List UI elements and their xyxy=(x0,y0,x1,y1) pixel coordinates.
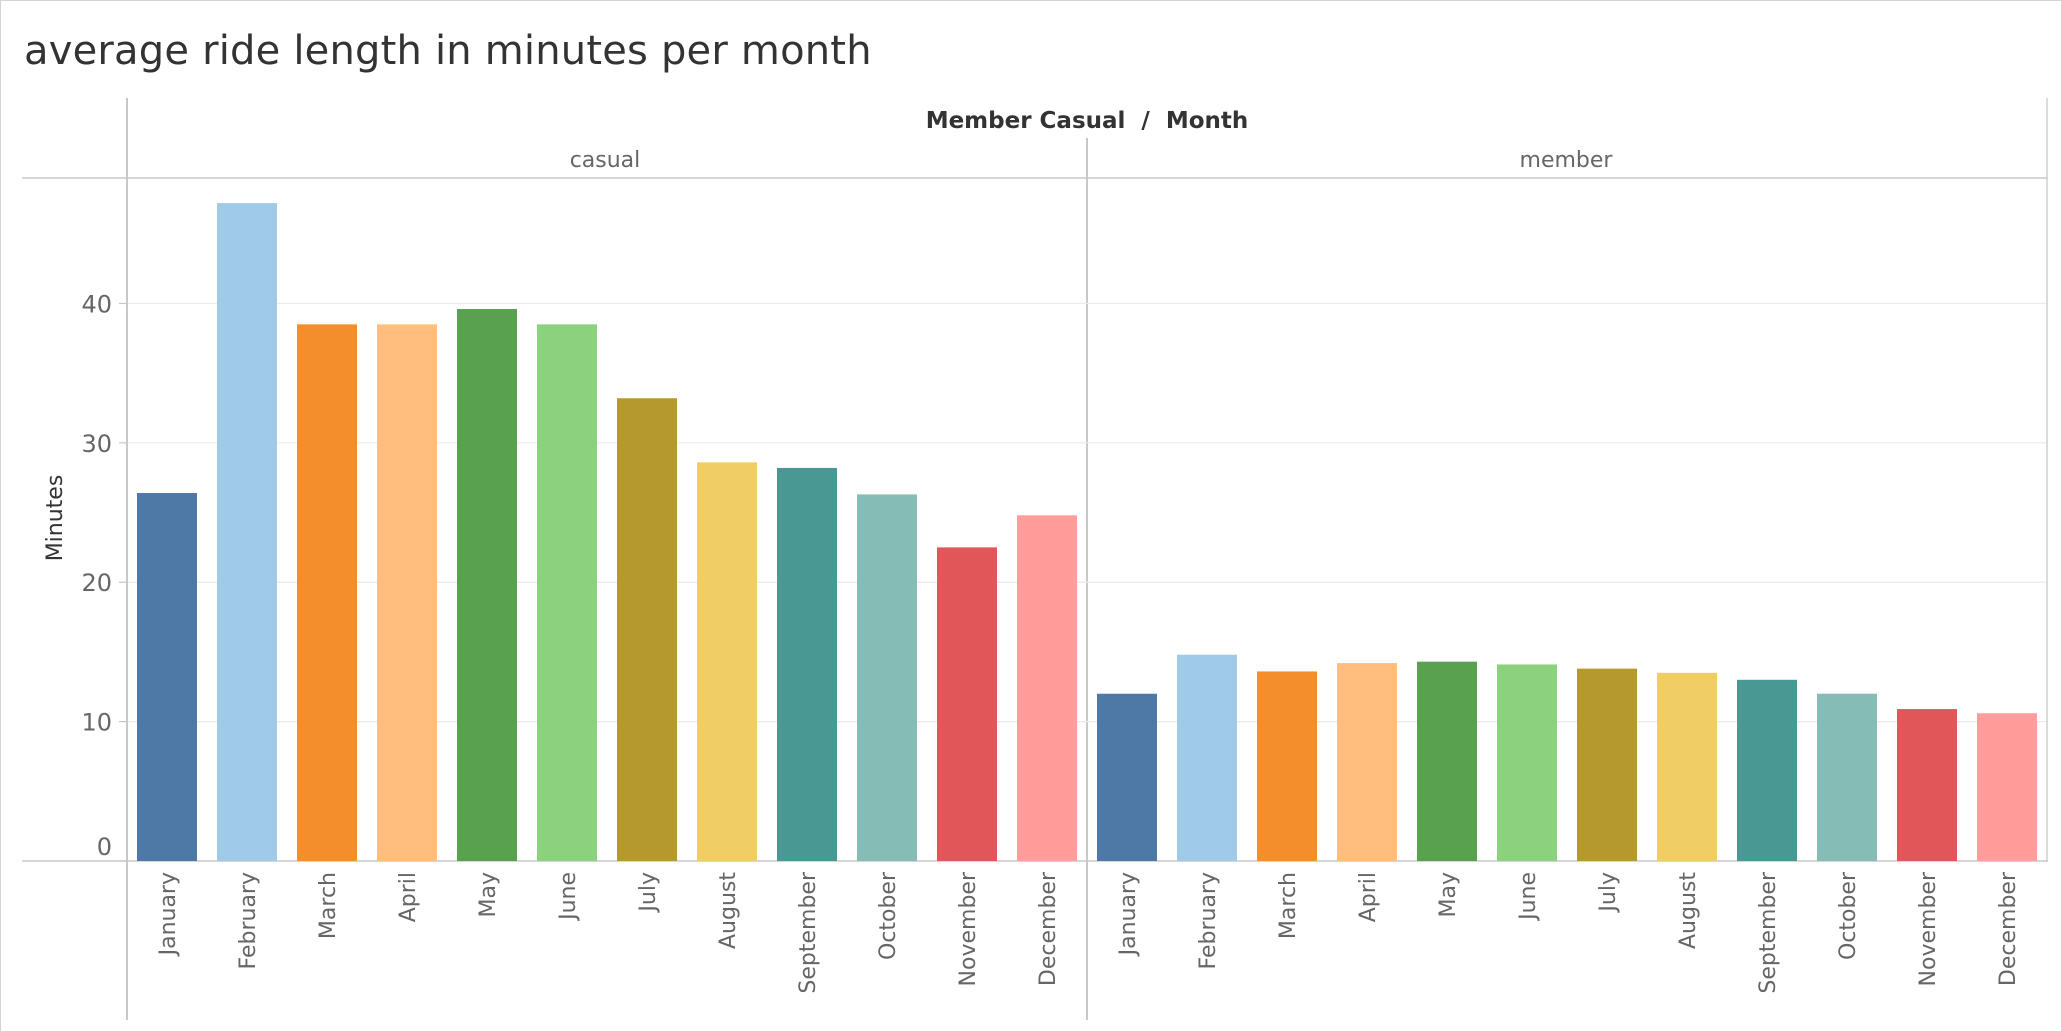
bar-casual-april[interactable] xyxy=(377,324,437,861)
bar-casual-june[interactable] xyxy=(537,324,597,861)
column-header: Member Casual / Month xyxy=(926,108,1249,134)
bar-casual-december[interactable] xyxy=(1017,515,1077,861)
x-tick-label: July xyxy=(636,872,661,914)
bar-member-december[interactable] xyxy=(1977,713,2037,861)
bar-member-june[interactable] xyxy=(1497,664,1557,861)
x-tick-label: December xyxy=(1036,871,1061,986)
x-axis-labels: January February March April May June July Augu… xyxy=(156,871,2021,994)
x-tick-label: October xyxy=(876,871,901,960)
bar-casual-march[interactable] xyxy=(297,324,357,861)
panel-label-member: member xyxy=(1520,148,1614,173)
bar-casual-may[interactable] xyxy=(457,309,517,861)
bar-member-september[interactable] xyxy=(1737,679,1797,861)
bar-member-july[interactable] xyxy=(1577,668,1637,861)
x-tick-label: April xyxy=(396,872,421,922)
bar-member-october[interactable] xyxy=(1817,693,1877,861)
gridlines xyxy=(128,302,2046,723)
y-tick-label: 30 xyxy=(81,430,112,458)
x-tick-label: November xyxy=(956,871,981,986)
y-axis-ticks: 0 10 20 30 40 xyxy=(81,290,127,862)
bar-casual-november[interactable] xyxy=(937,547,997,861)
panel-label-casual: casual xyxy=(570,148,641,173)
x-tick-label: September xyxy=(1756,871,1781,994)
x-tick-label: September xyxy=(796,871,821,994)
x-tick-label: June xyxy=(556,872,581,922)
bar-member-february[interactable] xyxy=(1177,654,1237,861)
bar-member-november[interactable] xyxy=(1897,709,1957,861)
x-tick-label: August xyxy=(1676,872,1701,949)
x-tick-label: March xyxy=(316,872,341,939)
x-tick-label: November xyxy=(1916,871,1941,986)
bar-member-august[interactable] xyxy=(1657,672,1717,861)
y-axis-label: Minutes xyxy=(43,475,68,562)
x-tick-label: January xyxy=(1116,872,1141,957)
y-tick-label: 0 xyxy=(97,833,112,861)
bar-casual-january[interactable] xyxy=(137,493,197,861)
x-tick-label: May xyxy=(1436,872,1461,917)
x-tick-label: March xyxy=(1276,872,1301,939)
bar-member-may[interactable] xyxy=(1417,661,1477,861)
y-tick-label: 20 xyxy=(81,569,112,597)
x-tick-label: October xyxy=(1836,871,1861,960)
bar-casual-september[interactable] xyxy=(777,467,837,861)
bar-casual-august[interactable] xyxy=(697,462,757,861)
bar-casual-february[interactable] xyxy=(217,203,277,862)
x-tick-label: January xyxy=(156,872,181,957)
x-tick-label: June xyxy=(1516,872,1541,922)
x-tick-label: February xyxy=(1196,872,1221,970)
chart-title: average ride length in minutes per month xyxy=(24,28,872,74)
x-tick-label: August xyxy=(716,872,741,949)
bar-member-april[interactable] xyxy=(1337,663,1397,861)
x-tick-label: July xyxy=(1596,872,1621,914)
x-tick-label: February xyxy=(236,872,261,970)
bar-casual-october[interactable] xyxy=(857,494,917,861)
x-tick-label: May xyxy=(476,872,501,917)
bar-casual-july[interactable] xyxy=(617,398,677,861)
y-tick-label: 10 xyxy=(81,709,112,737)
bar-member-january[interactable] xyxy=(1097,693,1157,861)
x-tick-label: December xyxy=(1996,871,2021,986)
y-tick-label: 40 xyxy=(81,290,112,318)
bar-member-march[interactable] xyxy=(1257,671,1317,861)
x-tick-label: April xyxy=(1356,872,1381,922)
bars xyxy=(137,203,2037,862)
